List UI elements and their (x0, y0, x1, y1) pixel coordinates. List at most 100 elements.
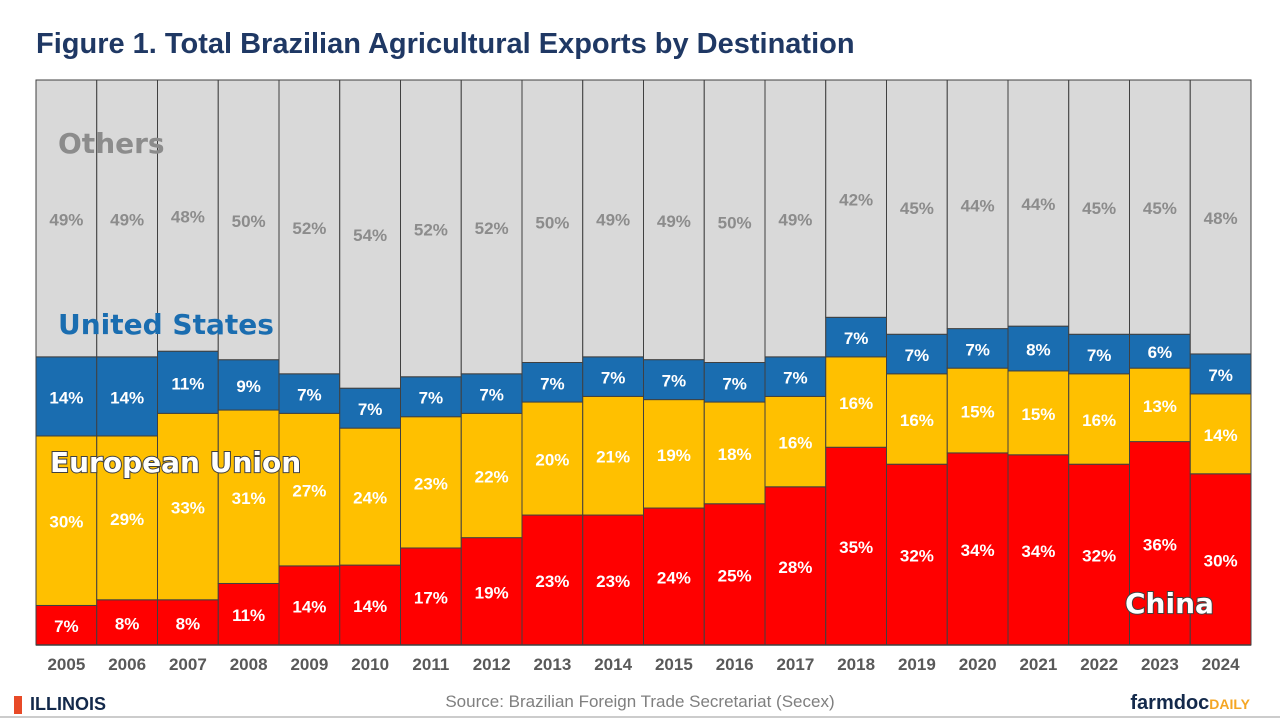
data-label: 35% (839, 538, 873, 557)
series-label-others: Others (58, 127, 165, 160)
series-label-china: China (1125, 587, 1214, 620)
data-label: 28% (778, 558, 812, 577)
bar-segment-china (400, 547, 462, 646)
data-label: 52% (292, 219, 326, 238)
data-label: 7% (297, 386, 322, 405)
farmdoc-daily-logo: farmdocDAILY (1130, 692, 1250, 715)
data-label: 16% (1082, 411, 1116, 430)
data-label: 7% (1087, 346, 1112, 365)
bar-segment-others (643, 79, 705, 361)
data-label: 30% (1204, 551, 1238, 570)
data-label: 19% (475, 583, 509, 602)
bar-segment-european-union (582, 395, 644, 516)
bar-segment-european-union (764, 395, 827, 488)
data-label: 24% (657, 569, 691, 588)
data-label: 23% (535, 572, 569, 591)
bar-segment-european-union (278, 412, 341, 567)
bar-segment-others (703, 79, 766, 363)
data-label: 17% (414, 588, 448, 607)
x-tick-label: 2024 (1202, 655, 1240, 674)
data-label: 36% (1143, 535, 1177, 554)
data-label: 25% (718, 566, 752, 585)
source-note: Source: Brazilian Foreign Trade Secretar… (445, 692, 835, 711)
illinois-i-icon (14, 695, 22, 714)
data-label: 11% (171, 374, 204, 393)
data-label: 23% (596, 572, 630, 591)
data-label: 44% (1021, 195, 1055, 214)
data-label: 31% (232, 489, 266, 508)
illinois-logo: ILLINOIS (14, 694, 106, 715)
data-label: 14% (110, 388, 144, 407)
x-tick-label: 2012 (473, 655, 511, 674)
data-label: 49% (110, 210, 144, 229)
data-label: 11% (232, 606, 265, 625)
x-tick-label: 2006 (108, 655, 146, 674)
data-label: 14% (353, 597, 387, 616)
data-label: 27% (292, 482, 326, 501)
data-label: 8% (1026, 341, 1051, 360)
bar-segment-others (946, 79, 1009, 330)
series-label-united-states: United States (58, 308, 274, 341)
data-label: 33% (171, 499, 205, 518)
data-label: 42% (839, 191, 873, 210)
bar-segment-united-states (886, 333, 948, 375)
bar-segment-united-states (946, 328, 1009, 369)
bar-segment-china (1129, 441, 1191, 646)
bar-segment-china (1068, 463, 1130, 646)
farmdoc-text: farmdoc (1130, 692, 1210, 714)
bar-segment-others (1189, 79, 1252, 355)
data-label: 52% (414, 220, 448, 239)
bar-segment-others (157, 79, 219, 352)
data-label: 48% (1204, 209, 1238, 228)
data-label: 7% (419, 389, 444, 408)
data-label: 9% (236, 377, 261, 396)
data-label: 30% (49, 513, 83, 532)
data-label: 8% (176, 614, 201, 633)
bar-segment-european-union (946, 367, 1009, 454)
data-label: 13% (1143, 397, 1177, 416)
x-tick-label: 2022 (1080, 655, 1118, 674)
bar-segment-china (157, 599, 219, 646)
data-label: 7% (1208, 366, 1233, 385)
data-label: 44% (961, 196, 995, 215)
data-label: 14% (292, 597, 326, 616)
bar-segment-others (1129, 79, 1191, 335)
data-label: 14% (49, 388, 83, 407)
data-label: 45% (900, 199, 934, 218)
bar-segment-united-states (703, 362, 766, 403)
bar-segment-european-union (1189, 393, 1252, 475)
bar-segment-others (521, 79, 584, 363)
bar-segment-united-states (1007, 325, 1070, 372)
bar-segment-china (217, 582, 280, 646)
stacked-bar-chart: 7% 30% 14% 49% 2005 8% 29% 14% 49% 2006 8% 33% 11% 48… (35, 79, 1252, 674)
data-label: 50% (718, 213, 752, 232)
data-label: 32% (900, 547, 934, 566)
bar-segment-european-union (703, 401, 766, 505)
illinois-logo-text: ILLINOIS (30, 694, 106, 714)
footer-divider (0, 716, 1280, 718)
bar-segment-others (1007, 79, 1070, 327)
data-label: 7% (844, 329, 869, 348)
bar-segment-european-union (400, 416, 462, 549)
x-tick-label: 2016 (716, 655, 754, 674)
x-tick-label: 2009 (290, 655, 328, 674)
data-label: 7% (905, 346, 930, 365)
data-label: 50% (232, 212, 266, 231)
x-tick-label: 2010 (351, 655, 389, 674)
bar-segment-others (825, 79, 887, 318)
data-label: 15% (961, 403, 995, 422)
bar-segment-european-union (825, 356, 887, 448)
data-label: 24% (353, 489, 387, 508)
bar-segment-united-states (278, 373, 341, 414)
bar-segment-united-states (521, 362, 584, 403)
data-label: 16% (839, 394, 873, 413)
data-label: 7% (662, 372, 687, 391)
bar-segment-european-union (217, 409, 280, 584)
data-label: 7% (54, 617, 79, 636)
daily-text: DAILY (1209, 696, 1250, 712)
bar-segment-european-union (339, 427, 401, 566)
bar-segment-china (278, 565, 341, 646)
data-label: 7% (358, 400, 383, 419)
bar-segment-united-states (643, 359, 705, 401)
x-tick-label: 2021 (1019, 655, 1057, 674)
